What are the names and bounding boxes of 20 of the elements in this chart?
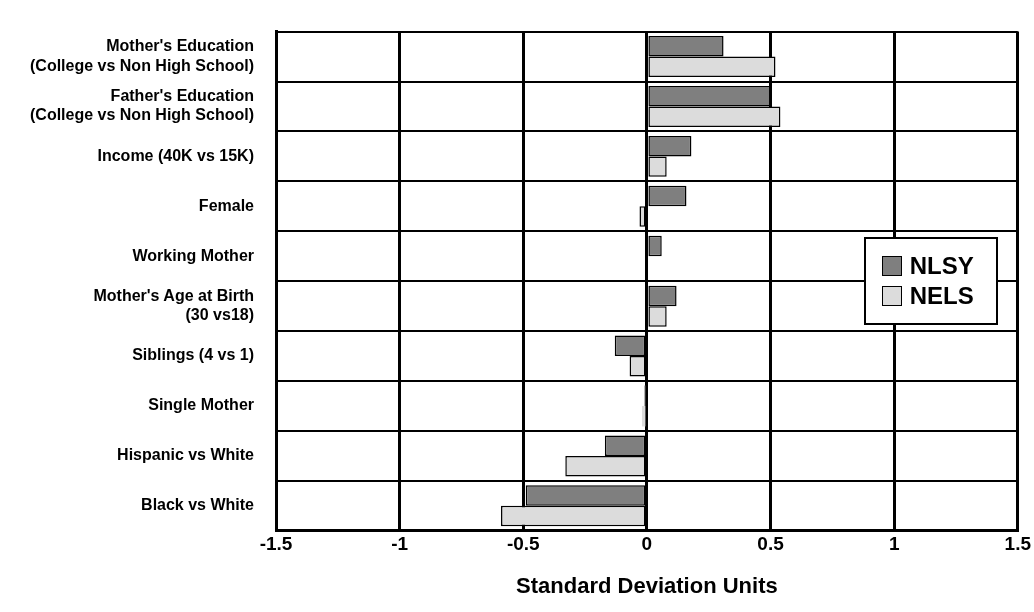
y-tick-label: Siblings (4 vs 1) (132, 346, 255, 364)
y-tick-label: Working Mother (132, 246, 255, 264)
x-tick-label: -0.5 (506, 533, 541, 555)
x-tick-label: -1 (391, 533, 409, 555)
y-tick-label: Hispanic vs White (117, 446, 255, 464)
x-tick-label: 0 (641, 533, 653, 555)
y-tick-label: Mother's Age at Birth (30 vs18) (93, 286, 255, 324)
y-tick-label: Income (40K vs 15K) (97, 146, 255, 164)
x-tick-label: -1.5 (259, 533, 293, 555)
y-tick-label: Single Mother (148, 396, 255, 414)
legend-label: NELS (909, 281, 974, 312)
y-tick-label: Black vs White (141, 496, 255, 514)
x-axis-title: Standard Deviation Units (516, 572, 778, 598)
y-tick-label: Female (198, 196, 255, 214)
y-tick-label: Mother's Education (College vs Non High School) (29, 37, 255, 74)
x-tick-label: 1.5 (1004, 533, 1032, 555)
x-tick-label: 1 (888, 533, 900, 555)
y-tick-label: Father's Education (College vs Non High School) (29, 87, 255, 124)
legend-label: NLSY (909, 251, 974, 282)
x-tick-label: 0.5 (757, 533, 785, 555)
